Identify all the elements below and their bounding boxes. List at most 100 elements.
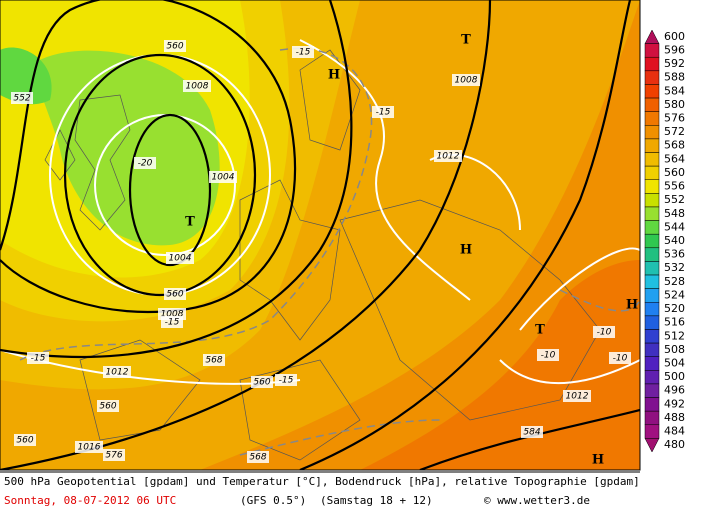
contour-label: 552	[13, 94, 30, 104]
pressure-center: H	[626, 298, 638, 313]
contour-label: -10	[613, 354, 628, 364]
label-bg	[563, 390, 591, 402]
contour-label: -15	[376, 108, 391, 118]
pressure-center: T	[185, 215, 195, 230]
colorbar-label: 552	[664, 193, 685, 206]
label-bg	[164, 288, 186, 300]
colorbar-label: 584	[664, 84, 685, 97]
label-bg	[11, 92, 33, 104]
colorbar-label: 544	[664, 220, 685, 233]
coastlines	[44, 49, 601, 461]
colorbar-label: 488	[664, 411, 685, 424]
colorbar-label: 512	[664, 329, 685, 342]
contour-label: 568	[249, 453, 266, 463]
contour-label: 576	[105, 451, 122, 461]
colorbar-cell	[644, 288, 660, 303]
label-bg	[609, 352, 631, 364]
label-bg	[452, 74, 480, 86]
colorbar-cell	[644, 152, 660, 167]
label-bg	[97, 400, 119, 412]
contour-label: -15	[31, 354, 46, 364]
contour-label: -10	[541, 351, 556, 361]
colorbar-cell	[644, 261, 660, 276]
colorbar-label: 500	[664, 370, 685, 383]
label-bg	[183, 80, 211, 92]
contour-label: 560	[16, 436, 33, 446]
colorbar-cell	[644, 43, 660, 58]
colorbar-cell	[644, 233, 660, 249]
colorbar-cell	[644, 206, 660, 221]
contour-label: -15	[165, 318, 180, 328]
label-bg	[166, 252, 194, 264]
label-bg	[521, 426, 543, 438]
colorbar-cell	[644, 220, 660, 235]
contour-label: 1004	[212, 173, 235, 183]
contour-label: 1008	[186, 82, 209, 92]
contour-label: -20	[138, 159, 153, 169]
colorbar-cell	[644, 424, 660, 439]
colorbar-label: 536	[664, 248, 685, 261]
colorbar-label: 484	[664, 425, 685, 438]
colorbar-label: 600	[664, 30, 685, 43]
colorbar-label: 540	[664, 234, 685, 247]
contour-label: -15	[279, 376, 294, 386]
contour-label: 1008	[455, 76, 478, 86]
colorbar-end	[644, 438, 660, 453]
colorbar-label: 492	[664, 397, 685, 410]
colorbar-label: 580	[664, 98, 685, 111]
colorbar-label: 496	[664, 384, 685, 397]
colorbar-cell	[644, 356, 660, 371]
contour-label: 1012	[566, 392, 589, 402]
label-bg	[251, 376, 273, 388]
colorbar-cell	[644, 315, 660, 330]
contour-label: 1004	[169, 254, 192, 264]
contour-label: 560	[166, 290, 183, 300]
contour-label: 568	[205, 356, 222, 366]
colorbar-cell	[644, 84, 660, 99]
footer-model: (GFS 0.5°)	[240, 494, 306, 507]
colorbar-label: 564	[664, 152, 685, 165]
label-bg	[292, 46, 314, 58]
colorbar-label: 548	[664, 207, 685, 220]
label-bg	[209, 171, 237, 183]
label-bg	[75, 441, 103, 453]
colorbar: 6005965925885845805765725685645605565525…	[644, 29, 685, 453]
colorbar-cell	[644, 302, 660, 317]
colorbar-label: 568	[664, 139, 685, 152]
label-bg	[434, 150, 462, 162]
footer-title: 500 hPa Geopotential [gpdam] und Tempera…	[4, 475, 640, 488]
colorbar-label: 576	[664, 111, 685, 124]
colorbar-label: 516	[664, 316, 685, 329]
footer-date: Sonntag, 08-07-2012 06 UTC	[4, 494, 176, 507]
colorbar-cell	[644, 111, 660, 126]
colorbar-cell	[644, 179, 660, 194]
colorbar-label: 560	[664, 166, 685, 179]
colorbar-cell	[644, 70, 660, 85]
label-bg	[14, 434, 36, 446]
colorbar-label: 596	[664, 43, 685, 56]
colorbar-label: 572	[664, 125, 685, 138]
map-frame	[0, 0, 641, 471]
label-bg	[134, 157, 156, 169]
colorbar-cell	[644, 56, 660, 72]
colorbar-label: 508	[664, 343, 685, 356]
contour-label: 1012	[437, 152, 460, 162]
colorbar-label: 592	[664, 57, 685, 70]
zone	[0, 47, 52, 105]
pressure-center: T	[535, 323, 545, 338]
colorbar-label: 480	[664, 438, 685, 451]
label-bg	[103, 449, 125, 461]
contour-label: 560	[166, 42, 183, 52]
zone	[360, 260, 640, 470]
pressure-center: H	[460, 243, 472, 258]
label-bg	[103, 366, 131, 378]
colorbar-label: 556	[664, 180, 685, 193]
contour-label: 584	[523, 428, 540, 438]
map-field	[0, 0, 640, 470]
geopotential-contours	[0, 0, 640, 470]
pressure-center: H	[328, 68, 340, 83]
colorbar-cell	[644, 247, 660, 262]
label-bg	[537, 349, 559, 361]
